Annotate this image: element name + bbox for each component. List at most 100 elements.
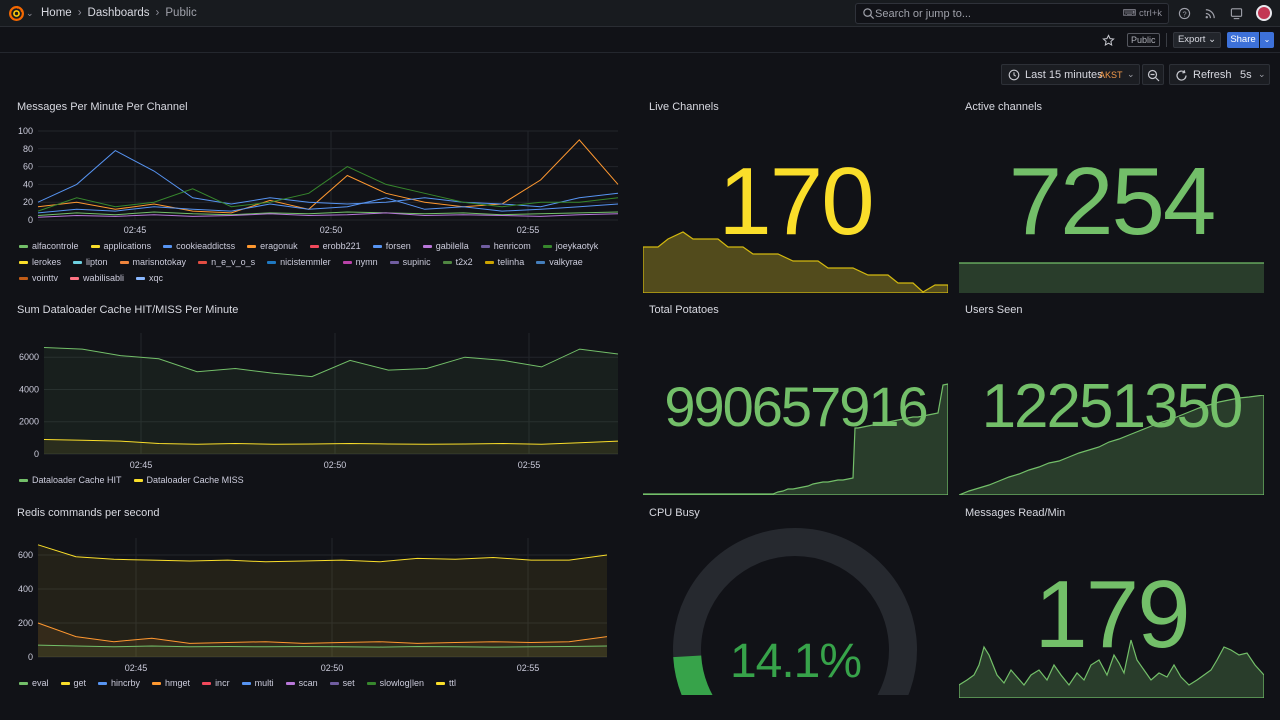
legend-item[interactable]: lipton (73, 256, 108, 268)
legend-item[interactable]: get (60, 677, 86, 689)
y-tick-label: 0 (34, 449, 39, 459)
dataloader-chart[interactable]: 6000 4000 2000 0 02:45 02:50 02:55 (0, 325, 630, 473)
grafana-logo-icon[interactable] (8, 5, 25, 22)
legend-item[interactable]: slowlog|len (366, 677, 424, 689)
breadcrumb-home[interactable]: Home (41, 7, 72, 19)
menu-chevron-down-icon[interactable]: ⌄ (26, 8, 34, 18)
legend-item[interactable]: cookieaddictss (163, 240, 235, 252)
legend-swatch (422, 244, 432, 248)
messages-read-sparkline (959, 639, 1264, 698)
share-button[interactable]: Share (1227, 32, 1259, 48)
search-placeholder: Search or jump to... (875, 8, 971, 20)
series-area (38, 623, 607, 657)
legend-item[interactable]: ttl (436, 677, 456, 689)
legend-label: incr (215, 678, 230, 688)
legend-item[interactable]: henricom (480, 240, 531, 252)
legend-item[interactable]: forsen (372, 240, 411, 252)
y-tick-label: 4000 (19, 384, 39, 394)
legend-item[interactable]: supinic (389, 256, 431, 268)
refresh-interval[interactable]: 5s (1240, 69, 1252, 81)
legend-item[interactable]: multi (241, 677, 274, 689)
search-input[interactable]: Search or jump to... ⌨ ctrl+k (855, 3, 1169, 24)
breadcrumb-dashboards[interactable]: Dashboards (87, 7, 150, 19)
timezone-label: AKST (1099, 70, 1123, 80)
legend-item[interactable]: alfacontrole (19, 240, 79, 252)
legend-label: henricom (493, 241, 531, 251)
help-icon[interactable]: ? (1178, 7, 1191, 20)
legend-item[interactable]: applications (90, 240, 151, 252)
series-line[interactable] (37, 544, 608, 563)
legend-label: Dataloader Cache MISS (146, 475, 244, 485)
y-tick-label: 400 (18, 584, 33, 594)
series-area (38, 645, 607, 657)
panel-title-live-channels[interactable]: Live Channels (649, 101, 719, 113)
panel-title-messages-per-minute[interactable]: Messages Per Minute Per Channel (17, 101, 188, 113)
avatar[interactable] (1256, 5, 1272, 21)
legend-item[interactable]: marisnotokay (119, 256, 186, 268)
legend-item[interactable]: nymn (342, 256, 378, 268)
zoom-out-button[interactable] (1142, 64, 1164, 85)
star-icon[interactable] (1102, 34, 1115, 47)
y-tick-label: 600 (18, 550, 33, 560)
legend-label: hmget (165, 678, 191, 688)
panel-title-cpu-busy[interactable]: CPU Busy (649, 507, 700, 519)
series-line[interactable] (37, 166, 619, 212)
series-line[interactable] (43, 439, 619, 445)
legend-item[interactable]: hincrby (98, 677, 140, 689)
panel-title-redis[interactable]: Redis commands per second (17, 507, 160, 519)
refresh-button[interactable]: Refresh 5s ⌄ (1169, 64, 1270, 85)
legend-label: eval (32, 678, 49, 688)
legend-item[interactable]: wabilisabli (70, 272, 124, 284)
legend-item[interactable]: erobb221 (309, 240, 361, 252)
series-line[interactable] (43, 347, 619, 378)
panel-title-dataloader[interactable]: Sum Dataloader Cache HIT/MISS Per Minute (17, 304, 239, 316)
time-range-picker[interactable]: Last 15 minutes AKST ⌄ (1001, 64, 1140, 85)
legend-item[interactable]: scan (285, 677, 318, 689)
share-dropdown-chevron-icon[interactable]: ⌄ (1260, 32, 1274, 48)
legend-item[interactable]: valkyrae (536, 256, 583, 268)
series-line[interactable] (37, 139, 619, 214)
legend-item[interactable]: hmget (152, 677, 190, 689)
legend-item[interactable]: incr (202, 677, 230, 689)
legend-item[interactable]: joeykaotyk (542, 240, 598, 252)
series-line[interactable] (37, 211, 619, 216)
monitor-icon[interactable] (1230, 7, 1243, 20)
panel-title-active-channels[interactable]: Active channels (965, 101, 1043, 113)
legend-item[interactable]: gabilella (422, 240, 469, 252)
series-line[interactable] (37, 197, 619, 214)
legend-item[interactable]: eval (19, 677, 49, 689)
x-tick-label: 02:55 (518, 460, 541, 470)
rss-icon[interactable] (1204, 7, 1217, 20)
series-area (44, 347, 618, 454)
legend-item[interactable]: Dataloader Cache HIT (19, 474, 122, 486)
legend-item[interactable]: vointtv (19, 272, 58, 284)
series-line[interactable] (37, 149, 619, 208)
legend-item[interactable]: xqc (136, 272, 163, 284)
legend-item[interactable]: set (329, 677, 355, 689)
zoom-out-icon (1147, 69, 1160, 82)
export-button[interactable]: Export ⌄ (1173, 32, 1221, 48)
legend-swatch (309, 244, 319, 248)
legend-item[interactable]: n_e_v_o_s (198, 256, 255, 268)
panel-title-users-seen[interactable]: Users Seen (965, 304, 1023, 316)
series-line[interactable] (37, 622, 608, 644)
legend-swatch (436, 681, 445, 685)
series-line[interactable] (37, 212, 619, 218)
users-seen-sparkline (959, 395, 1264, 495)
legend-item[interactable]: eragonuk (247, 240, 298, 252)
series-line[interactable] (37, 644, 608, 648)
legend-item[interactable]: nicistemmler (267, 256, 331, 268)
redis-chart[interactable]: 600 400 200 0 02:45 02:50 02:55 (0, 528, 630, 676)
legend-swatch (19, 276, 28, 280)
divider (1166, 33, 1167, 47)
legend-label: ttl (449, 678, 457, 688)
messages-per-minute-chart[interactable]: 100 80 60 40 20 0 02:45 02:50 02:55 (0, 120, 630, 238)
panel-title-total-potatoes[interactable]: Total Potatoes (649, 304, 719, 316)
legend-item[interactable]: t2x2 (442, 256, 473, 268)
panel-title-messages-read[interactable]: Messages Read/Min (965, 507, 1066, 519)
legend-swatch (542, 244, 552, 248)
legend-item[interactable]: lerokes (19, 256, 61, 268)
legend-swatch (163, 244, 173, 248)
legend-item[interactable]: telinha (484, 256, 524, 268)
legend-item[interactable]: Dataloader Cache MISS (133, 474, 244, 486)
